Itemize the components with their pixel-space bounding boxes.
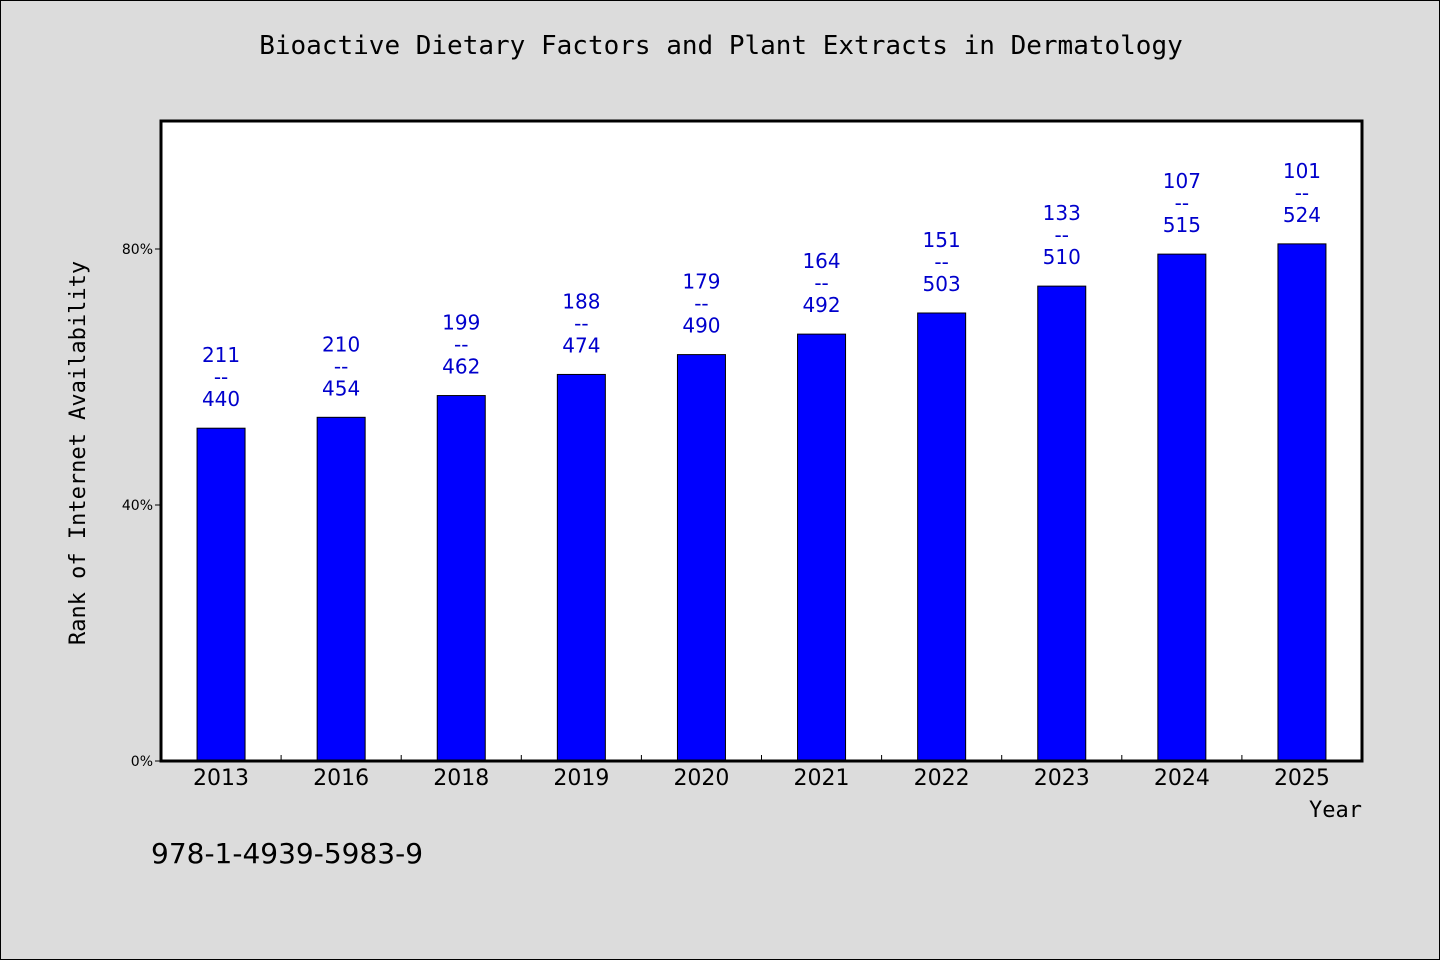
data-label-separator: -- [1295, 181, 1309, 205]
bar-2018 [436, 395, 486, 762]
data-label-top: 133 [1043, 201, 1081, 225]
data-label-top: 188 [562, 289, 600, 313]
bar-2023 [1037, 285, 1087, 762]
y-tick-label: 80% [122, 242, 153, 258]
x-tick-label: 2021 [794, 766, 850, 791]
x-axis-title: Year [1309, 798, 1362, 823]
data-label-separator: -- [814, 271, 828, 295]
bar-2016 [316, 416, 366, 762]
data-label-top: 210 [322, 332, 360, 356]
data-label-top: 211 [202, 343, 240, 367]
x-tick-label: 2020 [673, 766, 729, 791]
data-label-top: 199 [442, 311, 480, 335]
data-label-top: 107 [1163, 169, 1201, 193]
x-tick-label: 2022 [914, 766, 970, 791]
data-label-separator: -- [574, 311, 588, 335]
x-tick-label: 2016 [313, 766, 369, 791]
data-label-bottom: 454 [322, 376, 360, 400]
chart-title: Bioactive Dietary Factors and Plant Extr… [259, 31, 1183, 61]
data-label-top: 101 [1283, 159, 1321, 183]
data-label-bottom: 503 [923, 272, 961, 296]
data-label-separator: -- [934, 250, 948, 274]
data-label-top: 164 [802, 249, 840, 273]
bar-2022 [917, 312, 967, 762]
data-label-bottom: 510 [1043, 245, 1081, 269]
bar-2013 [196, 427, 246, 762]
data-label-separator: -- [214, 365, 228, 389]
x-tick-label: 2024 [1154, 766, 1210, 791]
data-label-top: 179 [682, 270, 720, 294]
bar-2024 [1157, 253, 1207, 762]
data-label-separator: -- [454, 333, 468, 357]
bar-2020 [676, 354, 726, 762]
x-tick-label: 2019 [553, 766, 609, 791]
data-label-bottom: 440 [202, 387, 240, 411]
data-label-separator: -- [334, 354, 348, 378]
y-tick-label: 40% [122, 498, 153, 514]
x-tick-label: 2018 [433, 766, 489, 791]
y-tick-label: 0% [131, 754, 153, 770]
bar-2021 [797, 333, 847, 762]
y-axis-title: Rank of Internet Availability [66, 261, 91, 645]
data-label-bottom: 524 [1283, 203, 1321, 227]
bar-2025 [1277, 243, 1327, 762]
data-label-bottom: 474 [562, 333, 600, 357]
data-label-bottom: 492 [802, 293, 840, 317]
data-label-separator: -- [1055, 223, 1069, 247]
x-tick-label: 2025 [1274, 766, 1330, 791]
data-label-separator: -- [694, 292, 708, 316]
data-label-bottom: 515 [1163, 213, 1201, 237]
bar-2019 [556, 373, 606, 762]
footer-id-text: 978-1-4939-5983-9 [151, 837, 424, 870]
data-label-bottom: 490 [682, 314, 720, 338]
data-label-top: 151 [923, 228, 961, 252]
x-tick-label: 2023 [1034, 766, 1090, 791]
data-label-bottom: 462 [442, 355, 480, 379]
data-label-separator: -- [1175, 191, 1189, 215]
x-tick-label: 2013 [193, 766, 249, 791]
